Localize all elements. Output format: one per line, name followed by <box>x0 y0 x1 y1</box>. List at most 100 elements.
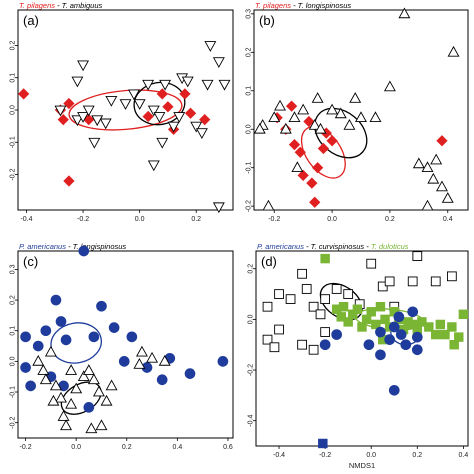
data-point <box>411 344 423 356</box>
title-part: T. duloticus <box>371 242 409 251</box>
data-point <box>314 122 327 134</box>
x-tick-label: 0.4 <box>443 216 453 223</box>
data-point <box>20 362 31 373</box>
data-point <box>326 103 339 115</box>
data-point <box>338 301 349 312</box>
data-point <box>285 294 296 304</box>
y-tick-label: -0.1 <box>10 136 17 148</box>
x-tick-label: 0.6 <box>223 444 233 451</box>
data-point <box>262 199 275 211</box>
x-tick-label: -0.2 <box>319 452 331 459</box>
data-point <box>77 370 90 382</box>
y-tick-label: -0.4 <box>248 415 255 427</box>
plot-frame <box>253 9 469 211</box>
data-point <box>218 79 231 91</box>
title-part: P. americanus <box>257 242 304 251</box>
data-point <box>288 111 301 123</box>
series-0 <box>271 100 448 208</box>
series-1 <box>54 41 231 214</box>
data-point <box>352 304 363 314</box>
plot-frame <box>17 9 234 211</box>
data-point <box>142 110 154 123</box>
x-tick-label: 0.2 <box>385 216 395 223</box>
data-point <box>412 157 425 169</box>
title-part: T. pilagens <box>255 1 291 10</box>
y-tick-label: 0.2 <box>10 295 17 305</box>
data-point <box>147 160 160 172</box>
data-point <box>440 329 450 340</box>
x-tick-label: -0.4 <box>273 452 285 459</box>
data-point <box>279 122 292 134</box>
data-point <box>105 95 118 107</box>
data-point <box>430 276 441 287</box>
title-part: T. longispinosus <box>298 1 352 10</box>
data-point <box>87 373 100 385</box>
y-tick-label: 0.0 <box>246 124 253 134</box>
data-point <box>82 364 95 375</box>
data-point <box>436 180 448 192</box>
data-point <box>108 322 120 333</box>
data-point <box>421 199 434 211</box>
confidence-ellipse <box>68 89 183 131</box>
data-point <box>411 331 423 343</box>
data-point <box>431 329 441 340</box>
data-point <box>63 175 75 187</box>
data-point <box>156 374 168 386</box>
data-point <box>20 331 31 343</box>
data-point <box>55 391 67 403</box>
data-point <box>435 319 446 330</box>
confidence-ellipse <box>133 81 186 126</box>
data-point <box>158 354 171 366</box>
data-point <box>336 312 346 322</box>
data-point <box>383 80 396 92</box>
data-point <box>54 105 67 117</box>
panel-title: P. americanus - T. longispinosus <box>19 242 126 251</box>
y-tick-label: -0.2 <box>10 168 17 180</box>
x-tick-label: -0.2 <box>20 444 32 451</box>
data-point <box>377 281 388 292</box>
data-point <box>366 258 377 269</box>
data-point <box>100 394 113 406</box>
y-tick-label: 0.3 <box>246 9 253 19</box>
data-point <box>82 105 95 117</box>
x-tick-label: 0.2 <box>122 444 132 451</box>
data-point <box>179 88 191 100</box>
data-point <box>436 135 448 147</box>
data-point <box>375 326 386 338</box>
panel-a: T. pilagens - T. ambiguus-0.4 -0.2 0.0 0.2-… <box>10 1 234 223</box>
data-point <box>212 202 225 214</box>
panel-title: T. pilagens - T. ambiguus <box>19 1 103 10</box>
title-part: T. ambiguus <box>62 1 103 10</box>
data-point <box>297 339 307 350</box>
data-point <box>262 334 273 345</box>
series-0 <box>20 245 229 413</box>
data-point <box>57 410 70 421</box>
y-tick-label: -0.1 <box>246 162 253 174</box>
title-part: P. americanus <box>19 242 66 251</box>
data-point <box>331 284 342 294</box>
data-point <box>40 325 52 337</box>
data-point <box>319 339 331 351</box>
data-point <box>78 245 90 257</box>
data-point <box>315 309 326 320</box>
title-part: - <box>66 242 73 251</box>
data-point <box>446 271 457 282</box>
data-point <box>25 380 36 392</box>
x-tick-label: 0.4 <box>459 452 469 459</box>
series-0 <box>262 251 457 355</box>
data-point <box>173 112 186 123</box>
panel-title: T. pilagens - T. longispinosus <box>255 1 351 10</box>
data-point <box>355 111 367 123</box>
data-point <box>95 419 108 431</box>
data-point <box>133 358 146 369</box>
data-point <box>133 99 146 110</box>
data-point <box>65 397 78 409</box>
y-tick-label: 0.1 <box>246 86 253 96</box>
x-tick-label: 0.0 <box>366 452 376 459</box>
data-point <box>297 268 307 279</box>
panel-label: (d) <box>261 254 277 269</box>
data-point <box>71 115 84 127</box>
data-point <box>57 114 69 126</box>
data-point <box>50 294 62 306</box>
